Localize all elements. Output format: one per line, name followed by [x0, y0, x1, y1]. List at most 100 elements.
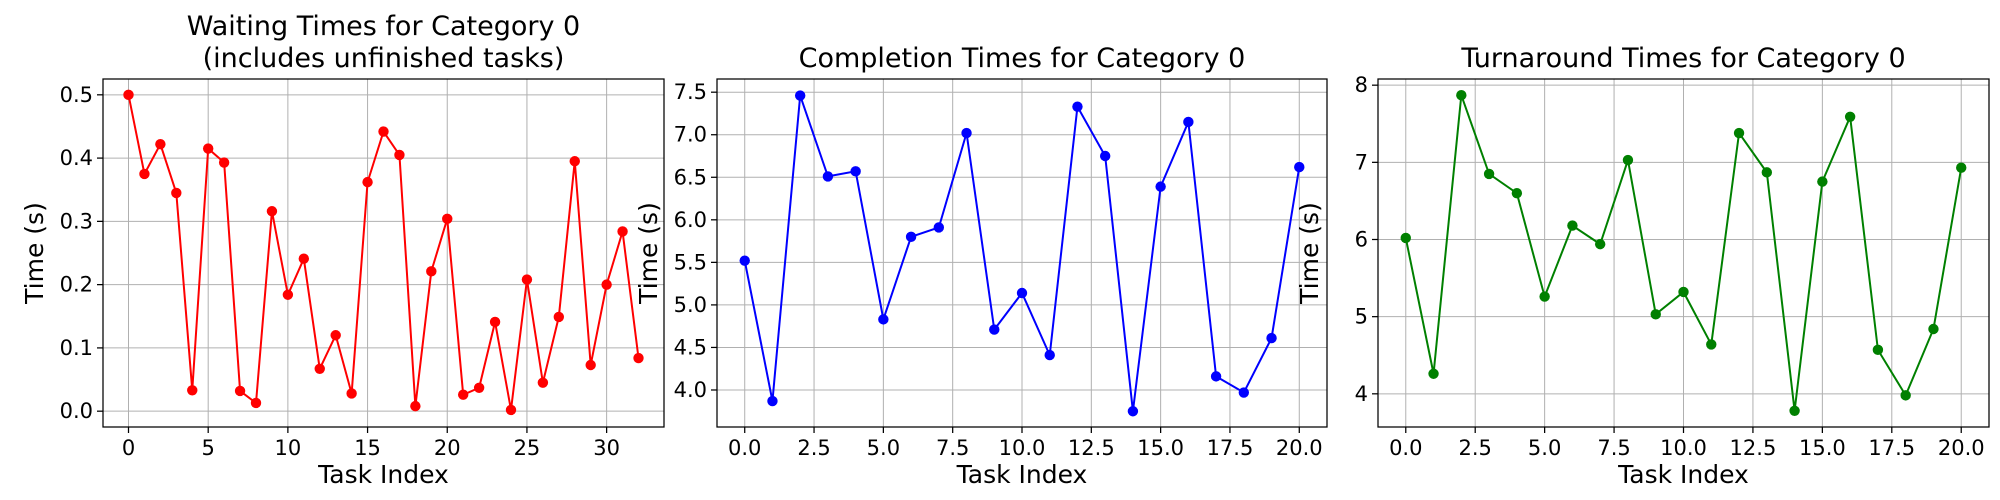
chart-0-y-tick-label-3: 0.3: [60, 209, 93, 233]
chart-1-x-tick-label-6: 15.0: [1137, 436, 1184, 460]
chart-0-x-tick-label-6: 30: [593, 436, 620, 460]
chart-1-series-0-point-19: [1266, 332, 1277, 344]
chart-0-series-0-point-12: [314, 363, 325, 374]
chart-1-y-tick-label-2: 5.0: [674, 293, 707, 317]
chart-0-y-tick-label-5: 0.5: [60, 83, 93, 107]
chart-2-y-tick-label-3: 7: [1355, 150, 1368, 174]
chart-1-series-0-point-6: [905, 231, 917, 243]
chart-0-series-0-point-5: [202, 143, 214, 154]
chart-0-series-0-point-1: [139, 168, 150, 180]
chart-2-x-axis-label: Task Index: [1617, 460, 1749, 489]
chart-0-series-0-point-22: [473, 382, 485, 393]
chart-0-series-0-point-20: [442, 213, 453, 225]
chart-1-series-0-point-17: [1210, 371, 1222, 382]
chart-1-series-0-point-10: [1016, 287, 1028, 299]
chart-0-series-0-point-30: [601, 279, 612, 290]
chart-2-x-tick-label-3: 7.5: [1597, 436, 1630, 460]
chart-1-x-tick-label-2: 5.0: [867, 436, 900, 460]
chart-0-series-0-point-32: [633, 352, 644, 364]
chart-0-axes-frame: [102, 78, 665, 428]
chart-1-series-0-point-4: [850, 166, 861, 177]
chart-2-x-tick-label-5: 12.5: [1730, 436, 1777, 460]
chart-1-x-tick-label-1: 2.5: [797, 436, 830, 460]
chart-1-series-0-point-15: [1155, 181, 1166, 192]
chart-1-y-tick-label-5: 6.5: [674, 165, 707, 189]
chart-0-y-tick-label-2: 0.2: [60, 273, 93, 297]
chart-1-y-tick-label-7: 7.5: [674, 80, 707, 104]
chart-0-series-0-line: [127, 94, 640, 411]
chart-1-y-tick-label-1: 4.5: [674, 335, 707, 359]
chart-1-y-tick-label-0: 4.0: [674, 378, 707, 402]
chart-2-series-0-point-0: [1400, 232, 1411, 244]
chart-0-x-tick-label-1: 5: [202, 436, 215, 460]
chart-0-series-0-point-7: [234, 385, 246, 397]
chart-1-series-0-point-13: [1099, 150, 1111, 162]
chart-0-series-0-point-17: [394, 149, 405, 161]
chart-0-x-tick-label-3: 15: [354, 436, 381, 460]
chart-1-series-0-point-9: [989, 324, 1000, 335]
chart-2-series-0-point-19: [1928, 323, 1939, 335]
chart-0-series-0-point-24: [505, 404, 517, 416]
chart-2-y-tick-label-2: 6: [1355, 227, 1368, 251]
chart-0-series-0-point-21: [457, 389, 469, 400]
chart-2-series-0-point-5: [1539, 291, 1550, 302]
chart-2-x-tick-label-8: 20.0: [1938, 436, 1985, 460]
chart-2-series-0-point-8: [1622, 154, 1634, 166]
chart-2-series-0-point-3: [1483, 168, 1495, 180]
chart-2-y-tick-label-0: 4: [1355, 382, 1368, 406]
chart-2-series-0-point-20: [1956, 162, 1967, 173]
chart-0-series-0-point-29: [585, 359, 596, 371]
chart-0-x-tick-label-4: 20: [434, 436, 461, 460]
chart-1-series-0-point-3: [822, 171, 834, 182]
chart-1-x-axis-label: Task Index: [956, 460, 1088, 489]
chart-0-x-tick-label-0: 0: [122, 436, 135, 460]
chart-2-series-0-point-1: [1428, 368, 1439, 379]
chart-1-series-0-point-18: [1238, 387, 1250, 398]
chart-2-x-tick-label-7: 17.5: [1868, 436, 1915, 460]
chart-0-y-tick-label-1: 0.1: [60, 336, 93, 360]
chart-2-series-0-point-11: [1706, 339, 1717, 350]
chart-2-series-0-point-16: [1844, 111, 1856, 123]
chart-1-x-tick-label-4: 10.0: [999, 436, 1046, 460]
chart-2-series-0-point-17: [1872, 344, 1884, 356]
chart-0-series-0-point-25: [521, 274, 533, 285]
chart-0-series-0-point-15: [362, 176, 373, 188]
chart-2-series-0-point-10: [1678, 286, 1689, 298]
chart-1-series-0-point-12: [1072, 101, 1083, 112]
chart-0-series-0-point-13: [330, 330, 341, 341]
chart-0-series-0-point-16: [378, 126, 389, 137]
chart-2-series-0-point-7: [1594, 238, 1606, 250]
chart-0-series-0-point-8: [250, 397, 262, 409]
chart-0-title-line-0: Waiting Times for Category 0: [187, 11, 580, 42]
chart-0-series-0-point-9: [266, 206, 278, 217]
chart-2-y-axis-label: Time (s): [1295, 202, 1324, 305]
chart-1-title-line-0: Completion Times for Category 0: [799, 43, 1246, 74]
chart-2-series-0-point-13: [1761, 167, 1773, 178]
chart-2-x-tick-label-0: 0.0: [1389, 436, 1422, 460]
chart-0-title-line-1: (includes unfinished tasks): [203, 43, 565, 74]
chart-0-series-0-point-27: [553, 311, 565, 323]
chart-2-series-0-point-18: [1900, 390, 1911, 401]
chart-2-series-0-point-2: [1456, 90, 1467, 101]
chart-0-series-0-point-11: [298, 253, 310, 264]
chart-0-y-axis-label: Time (s): [20, 202, 49, 305]
chart-0-series-0-point-3: [171, 187, 182, 199]
chart-1-series-0-point-1: [767, 395, 778, 407]
chart-0-series-0-point-26: [537, 377, 549, 388]
chart-1-y-axis-label: Time (s): [634, 202, 663, 305]
chart-0-x-tick-label-2: 10: [275, 436, 302, 460]
chart-1-series-0-point-8: [961, 127, 972, 139]
chart-2-x-tick-label-4: 10.0: [1660, 436, 1707, 460]
chart-2-series-0-point-6: [1567, 220, 1578, 231]
chart-1-x-tick-label-3: 7.5: [936, 436, 969, 460]
chart-2-x-tick-label-1: 2.5: [1459, 436, 1492, 460]
chart-1-series-0-point-7: [933, 222, 945, 233]
chart-1-x-tick-label-7: 17.5: [1207, 436, 1254, 460]
chart-0-series-0-point-19: [426, 266, 437, 277]
chart-0-series-0-point-0: [123, 89, 134, 101]
chart-0-series-0-point-23: [489, 316, 501, 328]
chart-0-series-0-point-31: [617, 226, 628, 237]
chart-1-series-0-point-14: [1127, 406, 1139, 417]
